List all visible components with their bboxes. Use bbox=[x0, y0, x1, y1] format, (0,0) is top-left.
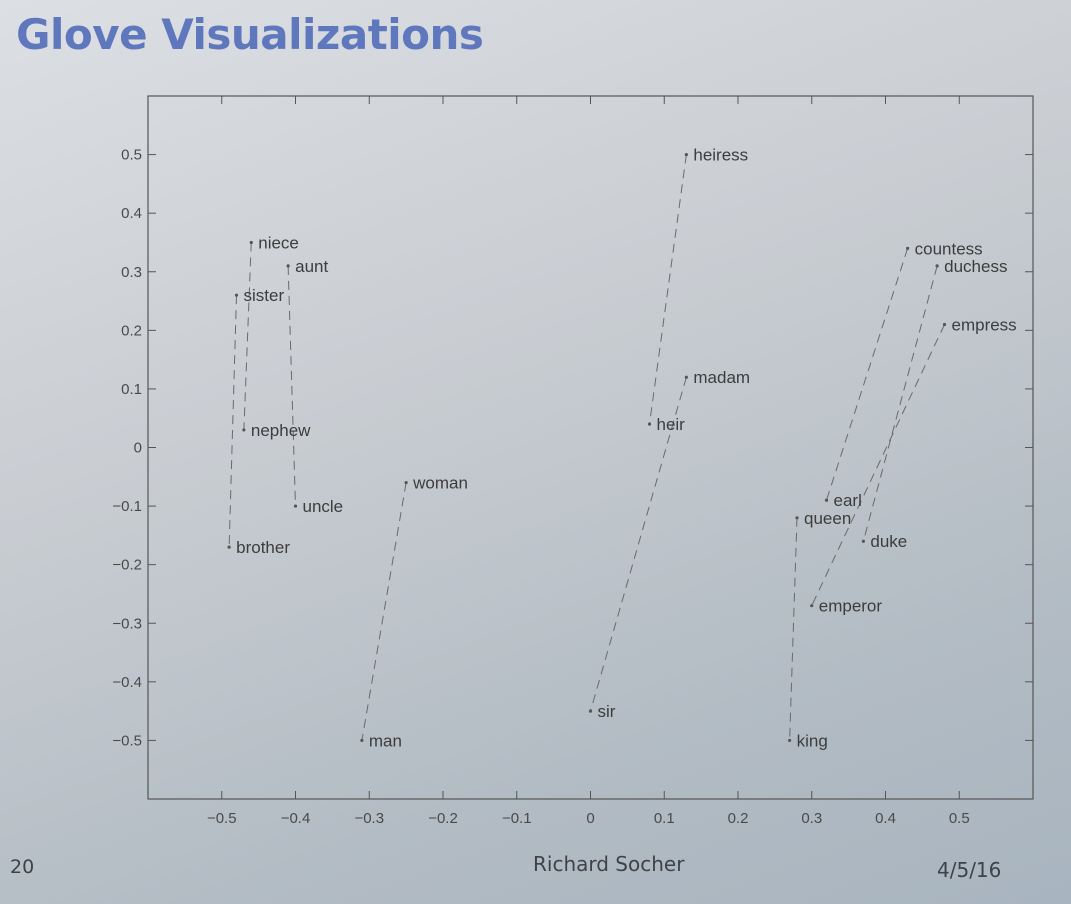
word-label-empress: empress bbox=[952, 315, 1017, 334]
point-heiress bbox=[684, 152, 688, 157]
x-tick-label: 0.3 bbox=[801, 810, 822, 827]
point-brother bbox=[227, 545, 231, 549]
x-tick-label: 0 bbox=[586, 810, 594, 827]
word-label-earl: earl bbox=[834, 491, 862, 510]
word-label-queen: queen bbox=[804, 509, 851, 528]
x-tick-label: −0.4 bbox=[281, 810, 311, 827]
x-tick-label: 0.5 bbox=[949, 810, 970, 827]
word-label-woman: woman bbox=[412, 474, 468, 493]
point-aunt bbox=[286, 264, 290, 268]
x-tick-label: −0.2 bbox=[428, 810, 458, 827]
pair-lines bbox=[228, 154, 945, 741]
pair-line-woman-man bbox=[361, 482, 407, 741]
word-label-emperor: emperor bbox=[819, 597, 883, 616]
word-label-duke: duke bbox=[870, 532, 907, 551]
point-duchess bbox=[935, 264, 939, 268]
footer-date: 4/5/16 bbox=[937, 858, 1002, 882]
point-king bbox=[788, 738, 792, 743]
point-nephew bbox=[242, 428, 246, 432]
y-tick-label: −0.3 bbox=[112, 615, 142, 632]
y-tick-label: 0.5 bbox=[121, 147, 142, 164]
point-emperor bbox=[810, 604, 814, 608]
y-tick-label: 0.2 bbox=[121, 322, 142, 339]
slide-title: Glove Visualizations bbox=[16, 10, 484, 59]
point-sir bbox=[588, 709, 593, 713]
pair-line-empress-emperor bbox=[811, 324, 945, 606]
point-sister bbox=[234, 293, 239, 297]
word-label-aunt: aunt bbox=[295, 257, 328, 276]
word-label-man: man bbox=[369, 731, 402, 750]
plot-area-frame bbox=[147, 95, 1034, 800]
word-label-uncle: uncle bbox=[303, 497, 344, 516]
point-duke bbox=[861, 539, 865, 543]
point-earl bbox=[824, 498, 829, 502]
point-uncle bbox=[293, 504, 298, 508]
y-tick-label: −0.4 bbox=[112, 674, 142, 691]
word-label-brother: brother bbox=[236, 538, 290, 557]
point-queen bbox=[795, 516, 799, 520]
x-tick-label: 0.1 bbox=[654, 810, 675, 827]
pair-line-countess-earl bbox=[826, 248, 909, 501]
pair-line-aunt-uncle bbox=[287, 265, 296, 507]
point-heir bbox=[647, 422, 652, 426]
word-label-duchess: duchess bbox=[944, 257, 1007, 276]
pair-line-queen-king bbox=[789, 517, 798, 741]
word-label-heir: heir bbox=[657, 415, 686, 434]
y-axis: 0.5 0.4 0.3 0.2 0.1 0 −0.1 −0.2 −0.3 −0.4 −0.5 bbox=[112, 147, 1033, 749]
y-tick-label: 0.4 bbox=[121, 205, 142, 222]
y-tick-label: −0.5 bbox=[112, 732, 142, 749]
word-label-niece: niece bbox=[258, 233, 299, 252]
pair-line-niece-nephew bbox=[243, 242, 252, 430]
word-label-heiress: heiress bbox=[693, 146, 748, 165]
word-label-madam: madam bbox=[693, 368, 750, 387]
slide-number: 20 bbox=[10, 856, 35, 878]
word-label-sir: sir bbox=[598, 702, 616, 721]
point-man bbox=[360, 738, 364, 743]
word-label-countess: countess bbox=[915, 239, 983, 258]
pair-line-duchess-duke bbox=[862, 265, 938, 542]
point-madam bbox=[684, 375, 688, 379]
x-tick-label: −0.3 bbox=[354, 810, 384, 827]
y-tick-label: 0.1 bbox=[121, 381, 142, 398]
y-tick-label: −0.1 bbox=[112, 498, 142, 515]
point-niece bbox=[249, 240, 253, 245]
pair-line-heiress-heir bbox=[649, 154, 687, 425]
word-label-sister: sister bbox=[244, 286, 285, 305]
x-tick-label: −0.1 bbox=[502, 810, 532, 827]
pair-line-madam-sir bbox=[590, 377, 687, 712]
x-tick-label: 0.2 bbox=[728, 810, 749, 827]
word-label-nephew: nephew bbox=[251, 421, 311, 440]
x-tick-label: −0.5 bbox=[207, 810, 237, 827]
footer-author: Richard Socher bbox=[533, 852, 685, 876]
point-empress bbox=[942, 322, 947, 327]
y-tick-label: 0.3 bbox=[121, 264, 142, 281]
x-tick-label: 0.4 bbox=[875, 810, 896, 827]
word-label-king: king bbox=[797, 731, 828, 750]
x-axis: −0.5 −0.4 −0.3 −0.2 −0.1 0 0.1 0.2 0.3 0.4 0.5 bbox=[207, 96, 970, 827]
y-tick-label: 0 bbox=[134, 440, 142, 457]
point-woman bbox=[404, 481, 408, 485]
y-tick-label: −0.2 bbox=[112, 557, 142, 574]
point-countess bbox=[906, 246, 910, 250]
pair-line-sister-brother bbox=[228, 295, 237, 548]
